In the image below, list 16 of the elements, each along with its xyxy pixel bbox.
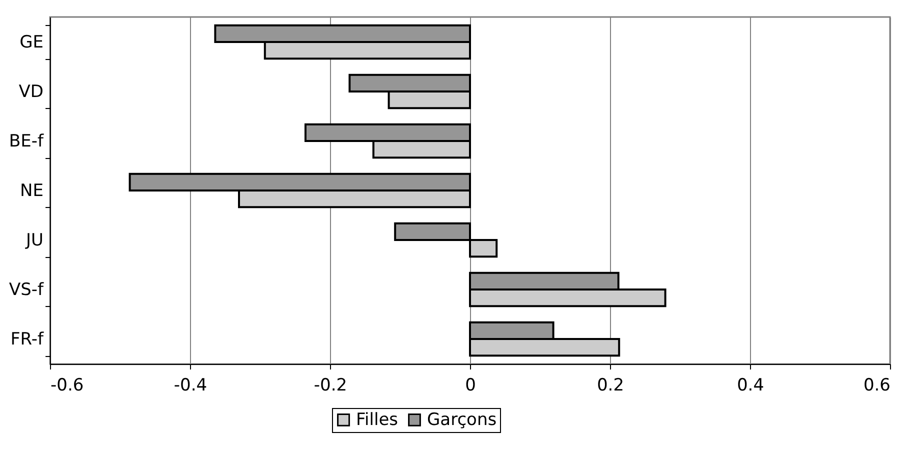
y-tick-label: VD	[18, 82, 44, 102]
y-tick-label: JU	[25, 230, 44, 250]
x-tick-label: 0.2	[596, 376, 624, 396]
x-tick-label: 0	[465, 376, 476, 396]
x-tick-label: 0.4	[736, 376, 764, 396]
x-tick-label: -0.6	[50, 376, 84, 396]
y-tick-label: FR-f	[10, 330, 45, 350]
legend-label: Garçons	[427, 410, 497, 430]
y-tick-label: BE-f	[8, 132, 45, 152]
x-tick-label: 0.6	[863, 376, 890, 396]
x-tick-label: -0.2	[314, 376, 348, 396]
y-tick-label: NE	[20, 181, 44, 201]
x-tick-label: -0.4	[174, 376, 208, 396]
legend-label: Filles	[356, 410, 398, 430]
y-tick-label: GE	[20, 32, 44, 52]
y-tick-label: VS-f	[8, 280, 45, 300]
